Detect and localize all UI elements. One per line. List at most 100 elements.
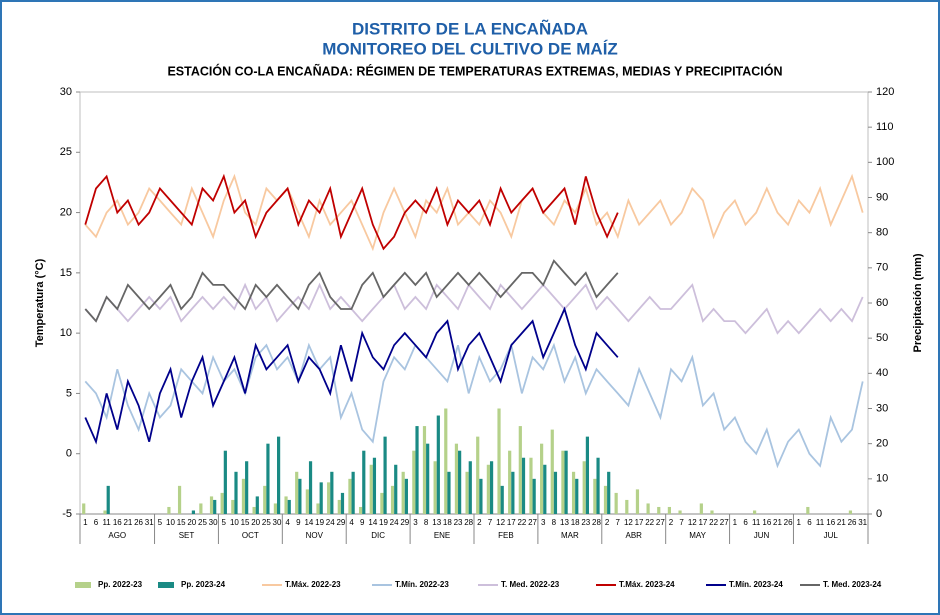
precip-bar bbox=[458, 450, 462, 514]
month-label: NOV bbox=[306, 531, 324, 540]
precip-bar bbox=[223, 450, 227, 514]
precip-bar bbox=[553, 471, 558, 514]
x-tick-label: 11 bbox=[816, 518, 825, 527]
x-tick-label: 31 bbox=[145, 518, 154, 527]
x-tick-label: 29 bbox=[400, 518, 409, 527]
precip-bar bbox=[550, 429, 554, 514]
x-tick-label: 9 bbox=[296, 518, 301, 527]
precip-bar bbox=[404, 478, 408, 514]
precip-bar bbox=[213, 499, 217, 514]
y2-tick-label: 10 bbox=[876, 473, 888, 485]
y2-tick-label: 70 bbox=[876, 262, 888, 274]
x-tick-label: 7 bbox=[488, 518, 493, 527]
precip-bar bbox=[511, 471, 515, 514]
x-tick-label: 11 bbox=[752, 518, 761, 527]
precip-bar bbox=[575, 478, 579, 514]
precip-bar bbox=[635, 489, 640, 514]
x-tick-label: 4 bbox=[285, 518, 290, 527]
x-tick-label: 15 bbox=[177, 518, 186, 527]
y2-tick-label: 60 bbox=[876, 297, 888, 309]
legend-label: T.Máx. 2022-23 bbox=[285, 580, 341, 589]
x-tick-label: 16 bbox=[762, 518, 771, 527]
x-tick-label: 12 bbox=[496, 518, 505, 527]
x-tick-label: 15 bbox=[241, 518, 250, 527]
x-tick-label: 3 bbox=[413, 518, 418, 527]
precip-bar bbox=[369, 464, 373, 514]
precip-bar bbox=[305, 489, 309, 514]
x-tick-label: 6 bbox=[94, 518, 99, 527]
precip-bar bbox=[287, 499, 291, 514]
precip-bar bbox=[614, 492, 618, 514]
precip-bar bbox=[479, 478, 483, 514]
temperature-line bbox=[84, 306, 619, 445]
x-tick-label: 12 bbox=[688, 518, 697, 527]
month-label: JUN bbox=[754, 531, 770, 540]
x-tick-label: 14 bbox=[304, 518, 313, 527]
x-tick-label: 23 bbox=[581, 518, 590, 527]
precip-bar bbox=[103, 510, 107, 514]
y-tick-label: 0 bbox=[66, 448, 72, 460]
precip-bar bbox=[444, 408, 448, 514]
x-tick-label: 7 bbox=[679, 518, 684, 527]
month-label: AGO bbox=[108, 531, 126, 540]
precip-bar bbox=[319, 482, 323, 514]
x-tick-label: 5 bbox=[158, 518, 163, 527]
x-tick-label: 22 bbox=[517, 518, 526, 527]
precip-bar bbox=[263, 485, 267, 514]
precip-bar bbox=[603, 485, 608, 514]
x-tick-label: 27 bbox=[720, 518, 729, 527]
precip-bar bbox=[752, 510, 757, 514]
month-label: ENE bbox=[434, 531, 450, 540]
precip-bar bbox=[330, 471, 334, 514]
x-tick-label: 7 bbox=[616, 518, 621, 527]
precip-bar bbox=[561, 450, 565, 514]
precip-bar bbox=[678, 510, 682, 514]
precip-bar bbox=[489, 461, 494, 514]
precip-bar bbox=[593, 478, 597, 514]
temperature-line bbox=[84, 173, 619, 251]
precip-bar bbox=[191, 510, 196, 514]
precip-bar bbox=[848, 510, 853, 514]
precip-bar bbox=[245, 461, 249, 514]
precip-bar bbox=[316, 503, 320, 514]
precip-bar bbox=[436, 415, 440, 514]
temperature-line bbox=[84, 282, 864, 335]
x-tick-label: 29 bbox=[336, 518, 345, 527]
precip-bar bbox=[177, 485, 182, 514]
precip-bar bbox=[806, 506, 810, 514]
y2-tick-label: 120 bbox=[876, 86, 894, 98]
precip-bar bbox=[657, 506, 661, 514]
x-tick-label: 30 bbox=[209, 518, 218, 527]
precip-bar bbox=[710, 510, 714, 514]
x-tick-label: 22 bbox=[645, 518, 654, 527]
x-tick-label: 20 bbox=[251, 518, 260, 527]
precip-bar bbox=[508, 450, 512, 514]
x-tick-label: 21 bbox=[123, 518, 132, 527]
legend-swatch bbox=[158, 582, 174, 588]
x-tick-label: 18 bbox=[443, 518, 452, 527]
y2-tick-label: 0 bbox=[876, 508, 882, 520]
legend-label: T.Mín. 2022-23 bbox=[395, 580, 449, 589]
y-tick-label: -5 bbox=[62, 508, 72, 520]
x-tick-label: 5 bbox=[222, 518, 227, 527]
x-tick-label: 23 bbox=[454, 518, 463, 527]
x-tick-label: 26 bbox=[134, 518, 143, 527]
precip-bar bbox=[220, 492, 224, 514]
precip-bar bbox=[447, 471, 451, 514]
precip-bar bbox=[625, 499, 629, 514]
y2-tick-label: 30 bbox=[876, 402, 888, 414]
precip-bar bbox=[465, 471, 469, 514]
x-tick-label: 14 bbox=[368, 518, 377, 527]
precip-bar bbox=[699, 503, 703, 514]
precip-bar bbox=[82, 503, 86, 514]
x-tick-label: 6 bbox=[743, 518, 748, 527]
precip-bar bbox=[351, 471, 355, 514]
y-axis-title: Temperatura (°C) bbox=[34, 258, 46, 347]
x-tick-label: 2 bbox=[477, 518, 482, 527]
precip-bar bbox=[596, 457, 600, 514]
chart-subtitle: ESTACIÓN CO-LA ENCAÑADA: RÉGIMEN DE TEMP… bbox=[167, 63, 782, 78]
precip-bar bbox=[358, 506, 363, 514]
precip-bar bbox=[252, 506, 256, 514]
precip-bar bbox=[433, 461, 437, 514]
precip-bar bbox=[518, 426, 522, 514]
